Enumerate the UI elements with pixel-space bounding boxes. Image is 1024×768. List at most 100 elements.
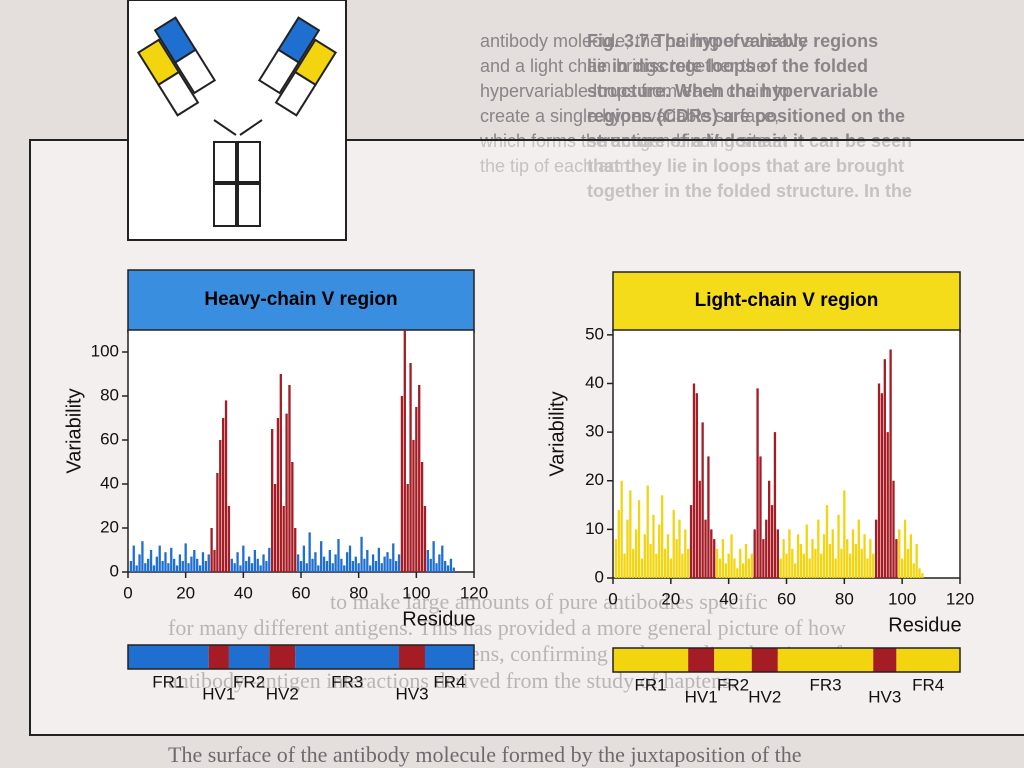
bar (360, 536, 363, 572)
bar (840, 548, 843, 578)
x-tick-label: 20 (661, 589, 680, 608)
bar (776, 529, 779, 578)
region-segment (613, 648, 689, 672)
bar (892, 480, 895, 578)
region-label: FR1 (635, 675, 667, 694)
bar (164, 552, 167, 572)
bar (825, 505, 829, 578)
x-tick-label: 80 (835, 589, 854, 608)
bar (869, 539, 872, 578)
bar (663, 548, 667, 578)
bar (366, 550, 369, 572)
region-segment (714, 648, 752, 672)
y-tick-label: 20 (100, 517, 119, 536)
bar (921, 573, 924, 578)
bar (918, 568, 921, 578)
bar (412, 440, 415, 572)
bar (652, 514, 655, 578)
region-segment (424, 645, 474, 669)
x-tick-label: 20 (176, 583, 195, 602)
y-tick-label: 0 (110, 561, 119, 580)
bar (874, 519, 878, 578)
bar (265, 561, 268, 572)
bar (762, 539, 765, 578)
bar (837, 514, 840, 578)
y-axis-label: Variability (63, 388, 85, 473)
bar (432, 541, 435, 572)
bar (397, 554, 401, 572)
bar (756, 388, 759, 578)
region-bar-outline (127, 644, 475, 670)
bar (418, 385, 421, 572)
bar (669, 558, 672, 578)
bar (724, 563, 727, 578)
region-segment (873, 648, 897, 672)
bar (345, 552, 349, 572)
bar (308, 532, 311, 572)
bar (435, 563, 438, 572)
bar (167, 563, 170, 572)
bar (406, 484, 409, 572)
x-tick-label: 120 (946, 589, 974, 608)
bar (317, 565, 320, 572)
bar (626, 519, 629, 578)
region-segment (777, 648, 874, 672)
bar (903, 519, 907, 578)
bar (403, 330, 406, 572)
bar (808, 558, 811, 578)
bar (692, 383, 696, 578)
bar (739, 548, 742, 578)
bar (666, 534, 670, 578)
region-label: FR2 (233, 672, 265, 691)
bar (655, 553, 658, 578)
bar (747, 558, 751, 578)
bar (857, 519, 860, 578)
bar (782, 539, 785, 578)
bar (848, 553, 852, 578)
body-line: The surface of the antibody molecule for… (168, 742, 802, 767)
bar (426, 550, 430, 572)
bar (429, 558, 432, 572)
bar (877, 383, 881, 578)
bar (181, 561, 184, 572)
region-label: FR4 (433, 672, 465, 691)
bar (658, 524, 661, 578)
region-segment (208, 645, 229, 669)
bar (736, 568, 739, 578)
region-label: HV2 (748, 687, 781, 706)
bar (196, 558, 199, 572)
bar (337, 539, 340, 572)
bar (259, 565, 262, 572)
column-line: hypervariable loops from each chain to (480, 81, 789, 101)
bar (661, 495, 664, 578)
bar (285, 413, 288, 572)
bar (730, 534, 733, 578)
bar (256, 558, 259, 572)
bar (152, 565, 156, 572)
y-axis-label: Variability (546, 391, 568, 476)
bar (213, 550, 216, 572)
bar (371, 554, 375, 572)
y-tick-label: 60 (100, 429, 119, 448)
bar (279, 374, 282, 572)
bar (343, 565, 346, 572)
bar (785, 553, 788, 578)
region-segment (751, 648, 778, 672)
bar (811, 539, 814, 578)
bar (158, 545, 161, 572)
bar (675, 539, 678, 578)
caption-line: lie in discrete loops of the folded (587, 56, 868, 76)
bar (634, 529, 638, 578)
bar (710, 529, 713, 578)
bar (389, 558, 392, 572)
bar (672, 509, 675, 578)
bar (866, 558, 869, 578)
bar (704, 519, 707, 578)
bar (233, 563, 236, 572)
bar (314, 552, 317, 572)
bar (794, 563, 797, 578)
bar (817, 519, 820, 578)
caption-line: structure. When the hypervariable (587, 81, 878, 101)
bar (889, 349, 892, 578)
bar (872, 553, 875, 578)
